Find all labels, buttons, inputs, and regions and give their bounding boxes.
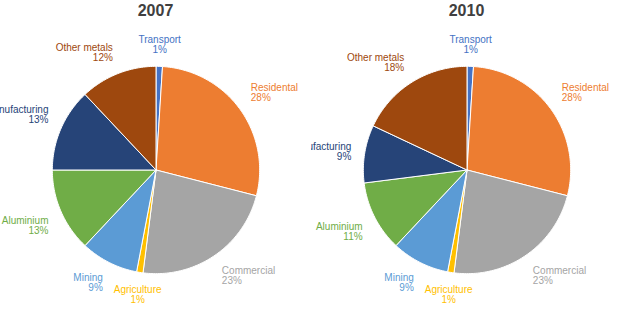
svg-text:Aluminium13%: Aluminium13% [2,215,49,236]
html-text:2007: 2007 [137,2,174,19]
svg-text:Other metals12%: Other metals12% [56,42,113,63]
svg-text:Transport1%: Transport1% [138,34,181,55]
svg-text:Other metals18%: Other metals18% [347,52,404,73]
svg-text:Mining9%: Mining9% [384,272,414,293]
svg-text:Commercial23%: Commercial23% [222,265,275,286]
svg-text:Agriculture1%: Agriculture1% [425,284,473,305]
svg-text:Agriculture1%: Agriculture1% [114,284,162,305]
svg-text:Manufacturing13%: Manufacturing13% [0,104,49,125]
svg-text:Residental28%: Residental28% [562,82,609,103]
svg-text:Commercial23%: Commercial23% [533,265,586,286]
svg-text:Transport1%: Transport1% [449,34,492,55]
svg-text:Mining9%: Mining9% [73,272,103,293]
html-text:2010: 2010 [448,2,485,19]
svg-text:Residental28%: Residental28% [251,82,298,103]
svg-text:Manufacturing9%: Manufacturing9% [311,141,351,162]
svg-text:Aluminium11%: Aluminium11% [316,221,363,242]
